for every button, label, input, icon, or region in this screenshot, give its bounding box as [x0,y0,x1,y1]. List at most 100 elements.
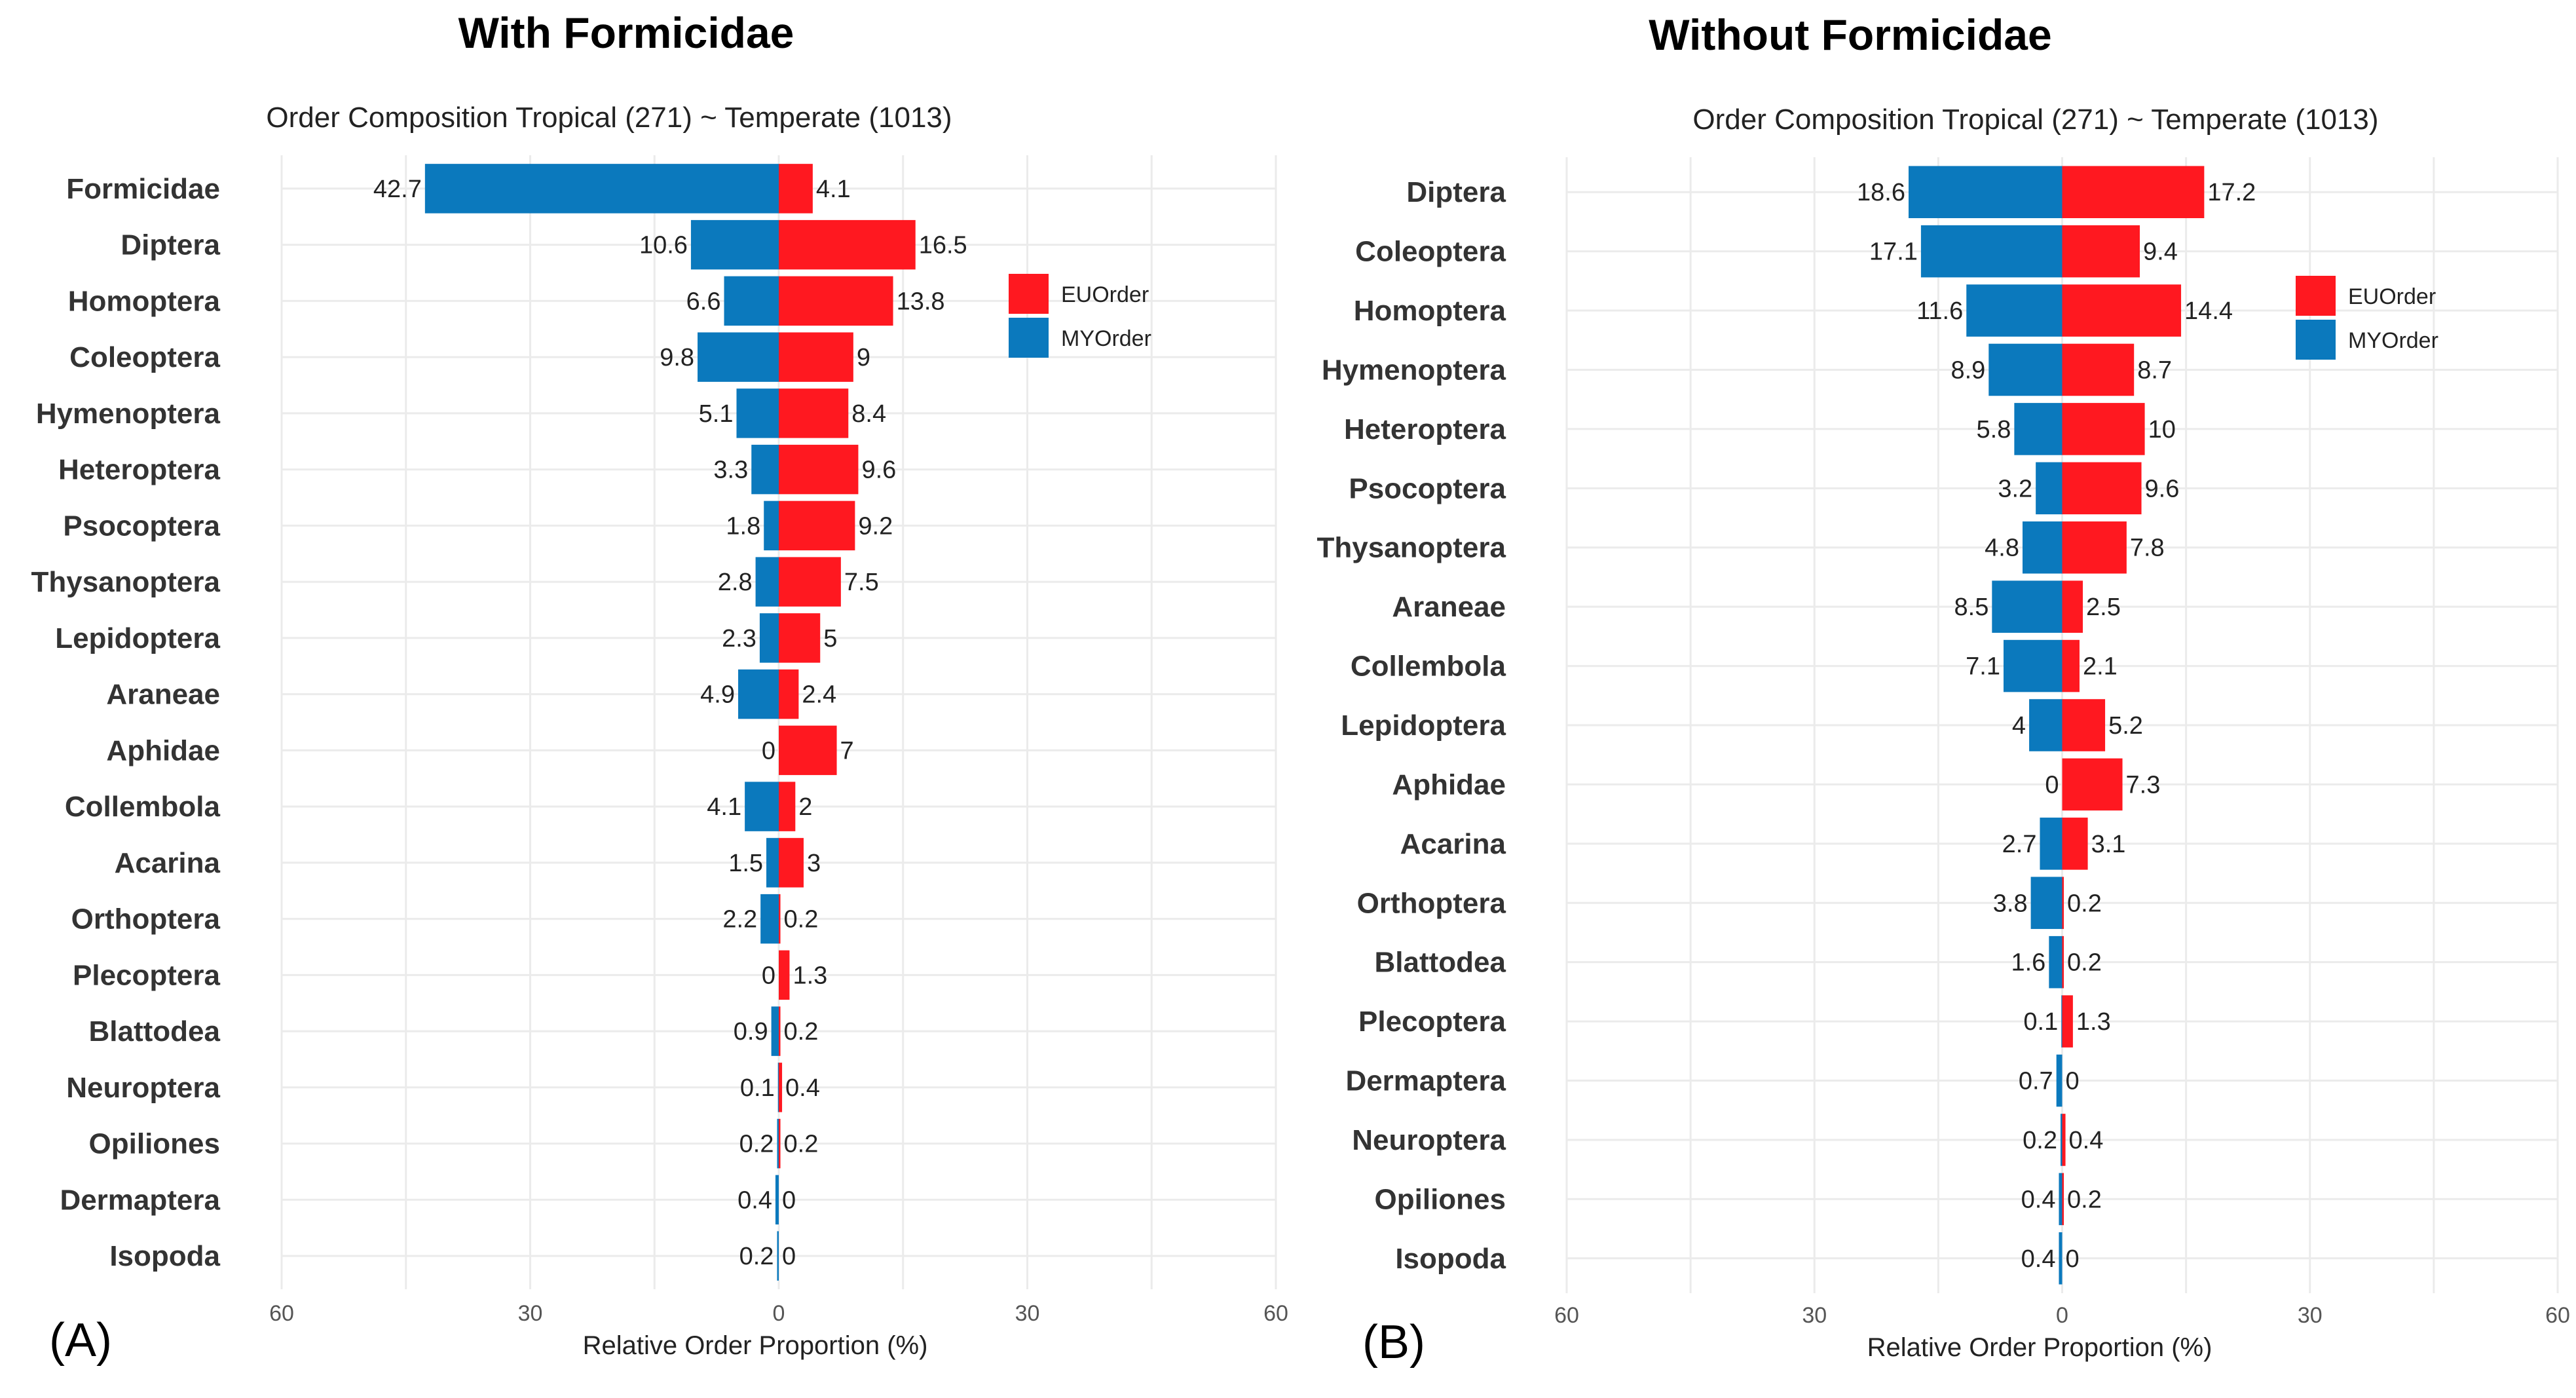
bars [1908,166,2205,1285]
chart-panel-1: With Formicidae Order Composition Tropica… [31,9,1288,1367]
category-label: Aphidae [106,734,220,766]
value-label-myorder: 7.1 [1966,653,2000,681]
value-label-euorder: 13.8 [897,288,945,315]
bar-euorder [779,1006,781,1056]
value-label-myorder: 4.8 [1985,535,2019,562]
bar-euorder [779,164,813,214]
bar-euorder [2062,818,2088,870]
bar-myorder [766,838,779,888]
value-label-myorder: 0.9 [734,1018,768,1046]
bar-myorder [2040,818,2063,870]
bar-euorder [2062,995,2073,1048]
value-label-euorder: 4.1 [816,176,851,203]
bar-euorder [779,388,849,438]
bar-euorder [2062,403,2145,455]
x-tick-label: 30 [518,1301,543,1326]
bar-myorder [777,1118,779,1169]
bar-euorder [779,332,853,382]
category-label: Diptera [121,229,220,261]
chart-subtitle: Order Composition Tropical (271) ~ Tempe… [1692,104,2378,136]
bar-myorder [2059,1173,2063,1226]
value-label-myorder: 0.4 [737,1186,772,1214]
value-label-euorder: 0 [782,1186,796,1214]
chart-title: Without Formicidae [1649,10,2051,59]
bar-euorder [779,894,781,944]
bar-euorder [2062,935,2064,989]
category-label: Heteroptera [1344,413,1506,445]
bar-myorder [1966,284,2063,337]
value-label-myorder: 9.8 [660,344,694,371]
value-label-myorder: 42.7 [373,176,422,203]
bar-euorder [2062,166,2205,218]
x-tick-label: 60 [2545,1303,2570,1328]
bar-euorder [2062,1173,2064,1226]
bar-euorder [779,219,916,270]
value-label-myorder: 0.7 [2019,1068,2053,1095]
category-label: Coleoptera [1355,236,1506,268]
bar-euorder [779,669,799,719]
value-label-myorder: 2.2 [722,906,757,934]
value-label-myorder: 2.3 [722,625,756,652]
bar-euorder [779,276,893,326]
value-label-myorder: 3.3 [713,457,748,484]
bar-euorder [779,444,859,495]
category-label: Acarina [1400,828,1506,860]
bar-euorder [779,1063,783,1112]
bar-euorder [2062,1114,2066,1166]
category-label: Araneae [106,679,220,711]
bar-euorder [2062,225,2140,278]
x-axis: 60 30 0 30 60 [1554,1303,2570,1328]
x-axis-label: Relative Order Proportion (%) [583,1331,928,1360]
value-label-euorder: 9.2 [858,512,893,540]
legend-swatch-euorder [1009,274,1049,314]
value-label-euorder: 5 [823,625,837,652]
value-label-myorder: 4.1 [707,793,741,821]
value-label-euorder: 10 [2148,416,2176,444]
bar-myorder [424,164,779,214]
bar-euorder [779,1118,781,1169]
legend-swatch-myorder [2296,320,2336,360]
bar-myorder [2003,639,2063,692]
value-label-myorder: 0.2 [2023,1127,2057,1154]
category-label: Dermaptera [60,1184,220,1216]
category-label: Araneae [1392,591,1506,623]
bar-myorder [771,1006,779,1056]
value-label-euorder: 9 [857,344,870,371]
chart-subtitle: Order Composition Tropical (271) ~ Tempe… [266,102,952,134]
value-label-euorder: 0.2 [784,1018,819,1046]
x-tick-label: 30 [1015,1301,1040,1326]
value-label-myorder: 0.1 [740,1074,775,1102]
value-label-euorder: 9.6 [2145,475,2180,502]
value-label-euorder: 7.3 [2126,771,2161,799]
category-label: Dermaptera [1345,1065,1506,1097]
category-label: Neuroptera [1352,1124,1506,1156]
category-label: Neuroptera [66,1072,220,1104]
category-label: Thysanoptera [1316,532,1506,564]
category-label: Homoptera [68,285,221,317]
category-label: Psocoptera [63,510,220,542]
category-label: Acarina [115,847,221,879]
legend: EUOrder MYOrder [2296,276,2438,360]
value-label-myorder: 2.8 [718,569,753,596]
value-label-euorder: 2 [798,793,812,821]
category-label: Blattodea [1375,947,1506,979]
category-label: Hymenoptera [1322,354,1506,386]
legend-swatch-myorder [1009,318,1049,358]
bar-myorder [755,557,779,607]
value-label-myorder: 0.2 [739,1243,774,1270]
category-label: Collembola [65,791,221,823]
bar-myorder [777,1231,779,1281]
value-label-euorder: 2.4 [802,681,836,709]
x-tick-label: 0 [773,1301,785,1326]
category-label: Coleoptera [69,341,220,373]
value-label-myorder: 6.6 [686,288,721,315]
bar-myorder [2014,403,2063,455]
bar-myorder [2060,1114,2063,1166]
bar-euorder [2062,699,2106,751]
value-label-euorder: 8.4 [851,400,886,428]
value-label-euorder: 0.2 [2067,890,2102,917]
x-tick-label: 30 [2298,1303,2323,1328]
legend-label-euorder: EUOrder [1061,282,1149,307]
value-label-euorder: 1.3 [793,962,827,989]
category-label: Collembola [1351,651,1506,683]
